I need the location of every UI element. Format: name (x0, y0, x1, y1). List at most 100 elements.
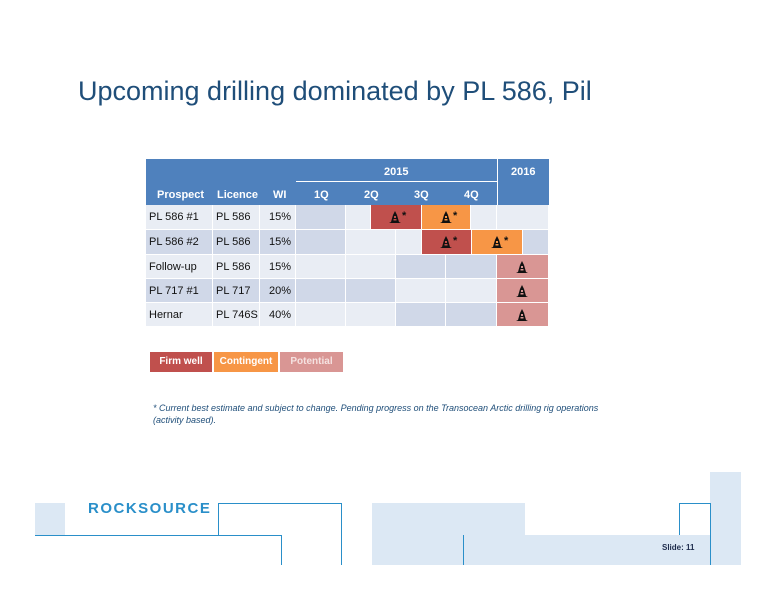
footer-line (341, 503, 342, 565)
quarter-cell (471, 205, 497, 230)
drilling-rig-icon (491, 236, 503, 248)
quarter-cell (523, 230, 549, 255)
col-header-4q: 4Q (464, 189, 479, 201)
table-row: Follow-up (146, 255, 213, 279)
drilling-schedule-table: 2015 2016 Prospect Licence WI 1Q 2Q 3Q 4… (146, 159, 549, 327)
quarter-cell (396, 303, 446, 327)
wi-value: 40% (268, 309, 291, 321)
licence-value: PL 746S (216, 309, 258, 321)
quarter-cell (346, 255, 396, 279)
quarter-cell (346, 230, 396, 255)
drilling-rig-icon (516, 285, 528, 297)
prospect-name: Follow-up (149, 261, 197, 273)
licence-value: PL 586 (216, 211, 251, 223)
drilling-rig-icon (516, 261, 528, 273)
footer-block (35, 503, 65, 535)
col-header-1q: 1Q (314, 189, 329, 201)
quarter-cell (497, 205, 549, 230)
table-row: PL 586 #1 (146, 205, 213, 230)
potential-bar (497, 279, 549, 303)
wi-value: 15% (268, 236, 291, 248)
legend-firm-well: Firm well (150, 352, 212, 372)
footer-line (463, 535, 464, 565)
legend-potential: Potential (280, 352, 343, 372)
footnote: * Current best estimate and subject to c… (153, 403, 599, 425)
footer-line (218, 503, 342, 504)
licence-value: PL 586 (216, 261, 251, 273)
licence-cell: PL 586 (213, 205, 260, 230)
quarter-cell (296, 303, 346, 327)
potential-bar (497, 255, 549, 279)
year-2015-label: 2015 (384, 166, 409, 178)
footer-line (218, 503, 219, 535)
table-row: PL 717 #1 (146, 279, 213, 303)
table-header (146, 159, 497, 205)
estimate-asterisk: * (453, 210, 458, 222)
quarter-cell (396, 255, 446, 279)
estimate-asterisk: * (453, 235, 458, 247)
table-row: Hernar (146, 303, 213, 327)
year-2016-label: 2016 (511, 166, 536, 178)
drilling-rig-icon (516, 309, 528, 321)
wi-cell: 20% (260, 279, 296, 303)
licence-cell: PL 586 (213, 230, 260, 255)
estimate-asterisk: * (504, 235, 509, 247)
quarter-cell (296, 255, 346, 279)
slide-number: Slide: 11 (662, 543, 695, 552)
quarter-cell (396, 279, 446, 303)
col-header-licence: Licence (217, 189, 258, 201)
quarter-cell (346, 279, 396, 303)
wi-cell: 40% (260, 303, 296, 327)
prospect-name: PL 717 #1 (149, 285, 199, 297)
licence-value: PL 586 (216, 236, 251, 248)
footer-block (525, 535, 711, 565)
potential-bar (497, 303, 549, 327)
licence-value: PL 717 (216, 285, 251, 297)
wi-cell: 15% (260, 205, 296, 230)
quarter-cell (446, 255, 497, 279)
wi-value: 20% (268, 285, 291, 297)
quarter-cell (296, 205, 346, 230)
drilling-rig-icon (389, 211, 401, 223)
quarter-cell (296, 230, 346, 255)
licence-cell: PL 746S (213, 303, 260, 327)
year-divider-line (296, 181, 497, 182)
footer-line (35, 535, 282, 536)
col-header-wi: WI (273, 189, 287, 201)
table-header-2016 (497, 159, 549, 205)
rocksource-logo: ROCKSOURCE (88, 500, 212, 517)
quarter-cell (346, 205, 371, 230)
table-row: PL 586 #2 (146, 230, 213, 255)
contingent-bar: * (422, 205, 471, 230)
wi-cell: 15% (260, 230, 296, 255)
quarter-cell (296, 279, 346, 303)
quarter-cell (396, 230, 422, 255)
slide-title: Upcoming drilling dominated by PL 586, P… (78, 76, 592, 106)
col-header-2q: 2Q (364, 189, 379, 201)
prospect-name: PL 586 #2 (149, 236, 199, 248)
col-header-prospect: Prospect (157, 189, 205, 201)
firm-well-bar: * (422, 230, 472, 255)
contingent-bar: * (472, 230, 523, 255)
footer-line (710, 503, 711, 565)
quarter-cell (346, 303, 396, 327)
legend-contingent: Contingent (214, 352, 278, 372)
wi-value: 15% (268, 261, 291, 273)
drilling-rig-icon (440, 236, 452, 248)
footer-line (281, 535, 282, 565)
prospect-name: Hernar (149, 309, 183, 321)
footer-block (710, 472, 741, 565)
footer-block (372, 503, 525, 565)
footer-line (679, 503, 680, 535)
estimate-asterisk: * (402, 210, 407, 222)
prospect-name: PL 586 #1 (149, 211, 199, 223)
col-header-3q: 3Q (414, 189, 429, 201)
drilling-rig-icon (440, 211, 452, 223)
wi-cell: 15% (260, 255, 296, 279)
footer-line (679, 503, 711, 504)
wi-value: 15% (268, 211, 291, 223)
licence-cell: PL 717 (213, 279, 260, 303)
quarter-cell (446, 279, 497, 303)
firm-well-bar: * (371, 205, 422, 230)
licence-cell: PL 586 (213, 255, 260, 279)
